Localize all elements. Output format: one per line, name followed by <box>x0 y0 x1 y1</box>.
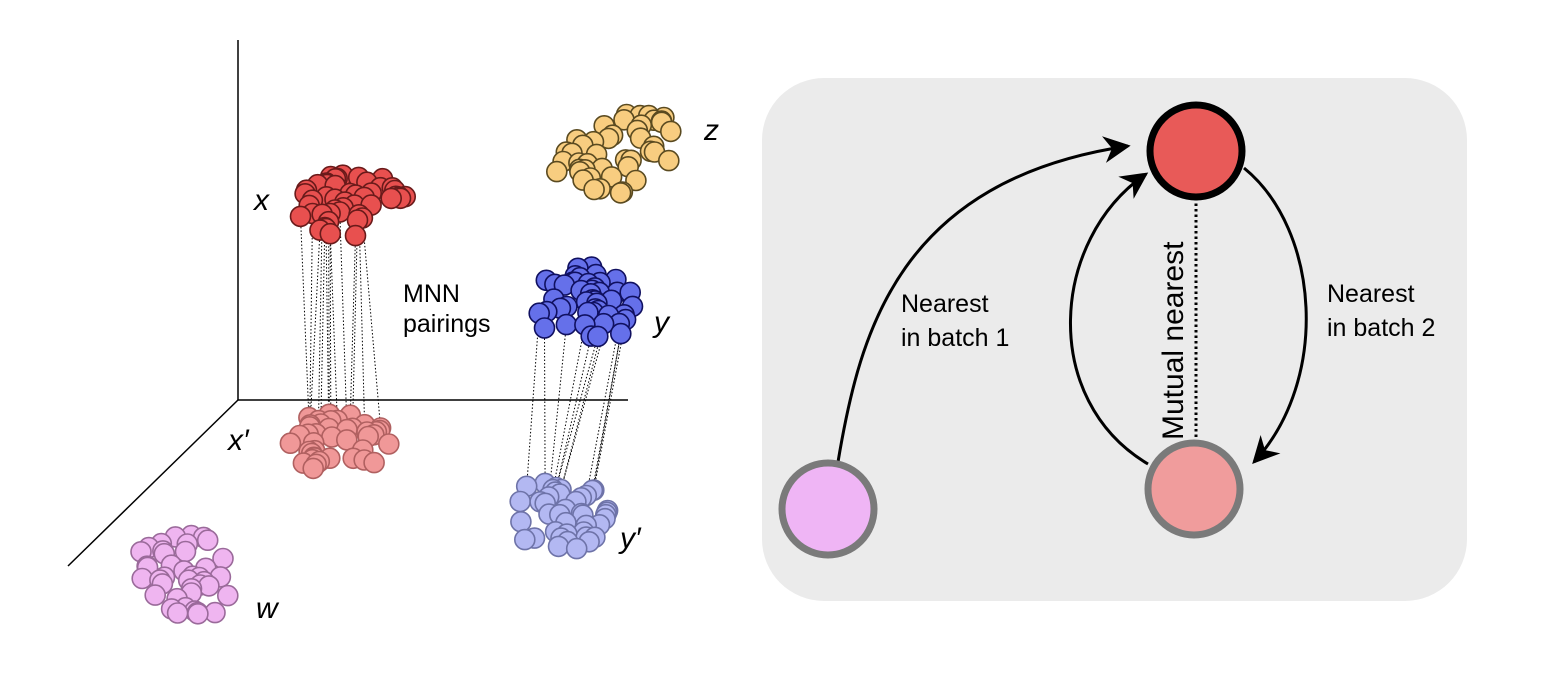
mnn-pairing-lines-x <box>300 211 382 430</box>
label-y-prime: y′ <box>618 522 642 555</box>
cluster-point <box>344 224 367 247</box>
cluster-point <box>302 457 325 480</box>
cluster-point <box>217 584 239 607</box>
mnn-pairing-line <box>361 217 382 429</box>
cluster-x <box>289 164 417 247</box>
cluster-x-prime <box>279 403 400 480</box>
cluster-point <box>547 535 570 558</box>
cluster-point <box>509 490 532 513</box>
label-w: w <box>256 592 280 625</box>
label-nearest-batch1-line2: in batch 1 <box>901 324 1009 352</box>
mnn-pairing-lines-y <box>526 313 627 497</box>
node-bottom-pink <box>1144 439 1244 539</box>
label-x: x <box>252 184 270 217</box>
cluster-point <box>319 222 342 245</box>
node-left-magenta <box>778 459 878 559</box>
mnn-pairing-line <box>358 214 366 425</box>
cluster-point <box>289 205 312 228</box>
mnn-label-line2: pairings <box>403 310 491 338</box>
mnn-pairing-line <box>554 335 592 493</box>
mnn-pairing-line <box>300 216 310 418</box>
cluster-point <box>144 584 166 606</box>
label-nearest-batch1-line1: Nearest <box>901 290 989 318</box>
mnn-label-line1: MNN <box>403 280 460 308</box>
mnn-pairing-line <box>320 227 326 425</box>
arrow-nearest-in-batch-2 <box>1243 166 1308 464</box>
mnn-pairing-line <box>328 221 330 415</box>
mnn-pairing-line <box>593 319 627 491</box>
mnn-pairing-line <box>544 327 546 484</box>
schematic-background <box>762 78 1467 601</box>
cluster-point <box>513 528 536 551</box>
cluster-point <box>545 160 568 183</box>
cluster-point <box>586 325 609 348</box>
left-3d-plot: x x′ y y′ z w MNN pairings <box>67 40 719 625</box>
cluster-point <box>166 602 189 624</box>
cluster-point <box>533 317 556 339</box>
cluster-point <box>609 182 632 204</box>
cluster-w <box>130 524 239 625</box>
mnn-pairing-line <box>555 336 599 488</box>
label-x-prime: x′ <box>226 424 250 457</box>
cluster-point <box>380 187 403 210</box>
axis-depth <box>67 399 239 567</box>
right-mnn-schematic: Nearest in batch 1 Nearest in batch 2 Mu… <box>762 78 1467 601</box>
cluster-point <box>196 529 219 552</box>
label-y: y <box>652 306 671 339</box>
cluster-point <box>657 149 680 172</box>
mnn-pairing-line <box>592 314 625 491</box>
mnn-pairing-line <box>329 233 338 421</box>
cluster-y <box>528 256 644 348</box>
label-z: z <box>703 114 719 147</box>
cluster-point <box>510 510 532 533</box>
mnn-pairing-line <box>552 324 586 490</box>
cluster-point <box>609 322 632 345</box>
mnn-pairing-line <box>559 323 605 495</box>
node-top-red <box>1146 101 1246 201</box>
cluster-point <box>363 451 385 474</box>
cluster-z <box>545 103 682 204</box>
label-nearest-batch2-line1: Nearest <box>1327 280 1415 308</box>
mnn-pairing-line <box>325 228 330 429</box>
cluster-point <box>279 432 302 455</box>
mnn-pairing-line <box>318 214 323 421</box>
mnn-pairing-line <box>329 213 332 421</box>
cluster-point <box>565 537 588 560</box>
mnn-pairing-line <box>309 230 321 425</box>
arrow-bottom-to-top <box>1069 172 1149 466</box>
mnn-pairing-line <box>548 324 567 497</box>
mnn-pairing-line <box>585 323 620 496</box>
cluster-point <box>131 567 153 590</box>
arrow-nearest-in-batch-1 <box>836 136 1131 463</box>
label-nearest-batch2-line2: in batch 2 <box>1327 314 1435 342</box>
label-mutual-nearest: Mutual nearest <box>1157 241 1190 440</box>
mnn-pairing-line <box>339 211 348 430</box>
mnn-pairing-line <box>526 313 540 487</box>
cluster-point <box>377 433 400 455</box>
cluster-point <box>555 313 578 336</box>
mnn-pairing-line <box>309 213 313 427</box>
cluster-y-prime <box>509 472 619 560</box>
cluster-point <box>583 178 605 201</box>
cluster-point <box>659 120 682 143</box>
cluster-point <box>187 602 209 625</box>
